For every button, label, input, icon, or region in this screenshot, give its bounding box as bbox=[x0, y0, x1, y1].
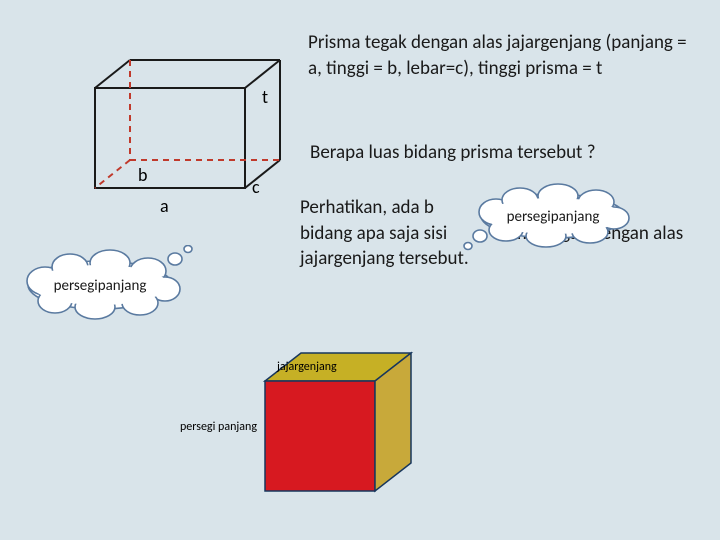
question-text: Berapa luas bidang prisma tersebut ? bbox=[310, 140, 710, 166]
label-c: c bbox=[252, 176, 260, 198]
label-b: b bbox=[138, 164, 147, 186]
cloud1-label: persegipanjang bbox=[54, 277, 147, 295]
cloud-persegipanjang-2: persegipanjang bbox=[458, 180, 658, 260]
wire-cube bbox=[72, 30, 332, 230]
label-jajargenjang: jajargenjang bbox=[277, 360, 337, 374]
cloud-persegipanjang-1: persegipanjang bbox=[10, 245, 210, 335]
solid-prism bbox=[245, 335, 445, 525]
body-text-frag1: Perhatikan, ada b bbox=[300, 196, 434, 219]
label-a: a bbox=[160, 195, 169, 217]
body-text-frag2: bidang apa saja sisi bbox=[300, 222, 447, 245]
cloud2-label: persegipanjang bbox=[507, 208, 600, 226]
label-t: t bbox=[262, 86, 268, 108]
title-text: Prisma tegak dengan alas jajargenjang (p… bbox=[308, 30, 693, 81]
label-persegi-panjang: persegi panjang bbox=[180, 420, 257, 434]
